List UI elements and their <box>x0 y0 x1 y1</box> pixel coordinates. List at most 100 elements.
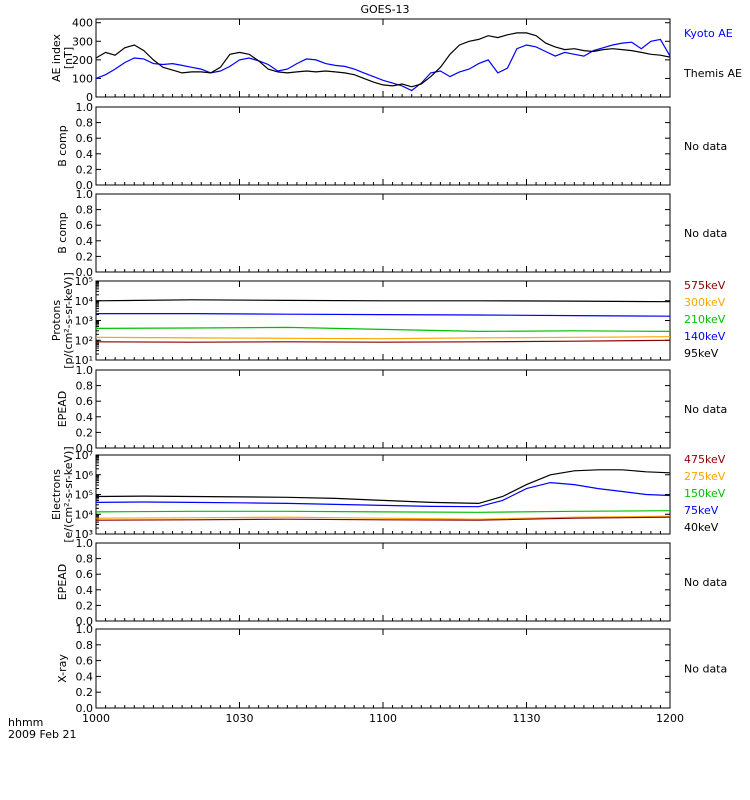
legend-entry: No data <box>684 403 727 416</box>
legend-entry: 140keV <box>684 330 726 343</box>
y-tick-label: 1.0 <box>76 623 94 636</box>
y-tick-label: 0.0 <box>76 615 94 628</box>
y-tick-label: 0 <box>86 91 93 104</box>
y-tick-label: 0.6 <box>76 655 94 668</box>
y-tick-label: 1.0 <box>76 101 94 114</box>
time-unit-label: hhmm <box>8 716 43 729</box>
y-tick-label: 10⁵ <box>75 489 93 502</box>
panel-frame <box>95 106 671 186</box>
y-axis-label: [e/(cm²-s-sr-keV)] <box>62 446 75 542</box>
y-tick-label: 10⁶ <box>75 469 94 482</box>
y-tick-label: 0.0 <box>76 702 94 715</box>
panel-epead2: 0.0 0.2 0.4 0.6 0.8 1.0 EPEAD No data <box>56 537 727 628</box>
y-axis-label: Protons <box>50 300 63 341</box>
y-tick-label: 0.0 <box>76 442 94 455</box>
series-line-140kev <box>96 313 671 317</box>
y-tick-label: 10⁴ <box>75 508 94 521</box>
y-tick-label: 0.8 <box>76 380 94 393</box>
y-tick-label: 10⁷ <box>75 449 93 462</box>
legend-entry: 40keV <box>684 521 719 534</box>
x-tick-label: 1130 <box>513 712 541 725</box>
panels: 0 100 200 300 400 AE index [nT] Kyoto AE Themis … <box>50 17 742 715</box>
y-tick-label: 100 <box>72 72 93 85</box>
legend-entry: 300keV <box>684 296 726 309</box>
legend-entry: 475keV <box>684 453 726 466</box>
y-axis-label: EPEAD <box>56 564 69 601</box>
y-tick-label: 0.2 <box>76 426 94 439</box>
panel-frame <box>95 628 671 709</box>
y-tick-label: 0.8 <box>76 553 94 566</box>
panel-frame <box>95 369 671 449</box>
y-tick-label: 0.8 <box>76 117 94 130</box>
plot-title: GOES-13 <box>360 3 409 16</box>
series-line-150kev <box>95 510 671 513</box>
panel-frame <box>95 193 671 273</box>
y-tick-label: 10¹ <box>75 354 93 367</box>
y-tick-label: 0.2 <box>76 686 94 699</box>
y-tick-label: 400 <box>72 17 93 30</box>
legend-entry: 210keV <box>684 313 726 326</box>
y-tick-label: 10⁴ <box>75 295 94 308</box>
legend-entry: No data <box>684 576 727 589</box>
y-tick-label: 0.8 <box>76 639 94 652</box>
series-line-475kev <box>95 516 671 521</box>
y-axis-label: B comp <box>56 125 69 167</box>
y-tick-label: 10² <box>75 334 93 347</box>
legend-entry: 150keV <box>684 487 726 500</box>
panel-electrons: 10³ 10⁴ 10⁵ 10⁶ 10⁷ Electrons [e/(cm²-s-sr-keV… <box>50 446 726 542</box>
legend-entry: 75keV <box>684 504 719 517</box>
x-axis: 1000 1030 1100 1130 1200 <box>82 712 684 725</box>
x-tick-label: 1000 <box>82 712 110 725</box>
y-tick-label: 1.0 <box>76 364 94 377</box>
legend-entry: 575keV <box>684 279 726 292</box>
x-tick-label: 1030 <box>226 712 254 725</box>
series-line-275kev <box>95 515 671 520</box>
y-axis-label: EPEAD <box>56 391 69 428</box>
series-line-210kev <box>95 326 671 333</box>
series-line-95kev <box>95 299 671 303</box>
y-tick-label: 200 <box>72 54 93 67</box>
y-tick-label: 0.2 <box>76 163 94 176</box>
y-axis-label: AE index <box>50 33 63 82</box>
y-tick-label: 0.6 <box>76 132 94 145</box>
y-tick-label: 0.4 <box>76 670 94 683</box>
y-tick-label: 0.2 <box>76 250 94 263</box>
panel-epead1: 0.0 0.2 0.4 0.6 0.8 1.0 EPEAD No data <box>56 364 727 455</box>
series-line-themis-ae <box>95 32 671 88</box>
legend-entry: No data <box>684 663 727 676</box>
series-line-75kev <box>95 481 671 508</box>
y-axis-label: B comp <box>56 212 69 254</box>
panel-frame <box>95 280 671 361</box>
series-line-300kev <box>95 336 671 340</box>
y-tick-label: 0.4 <box>76 411 94 424</box>
series-line-575kev <box>95 339 671 343</box>
x-tick-label: 1100 <box>369 712 397 725</box>
panel-frame <box>95 542 671 622</box>
legend-entry: 275keV <box>684 470 726 483</box>
y-axis-label: [nT] <box>62 47 75 69</box>
panel-frame <box>95 454 671 535</box>
panel-b1: 0.0 0.2 0.4 0.6 0.8 1.0 B comp No data <box>56 101 727 192</box>
y-tick-label: 0.4 <box>76 148 94 161</box>
panel-xray: 0.0 0.2 0.4 0.6 0.8 1.0 X-ray No data <box>56 623 727 715</box>
y-tick-label: 0.6 <box>76 395 94 408</box>
y-tick-label: 0.6 <box>76 568 94 581</box>
y-tick-label: 0.4 <box>76 584 94 597</box>
date-label: 2009 Feb 21 <box>8 728 76 741</box>
legend-entry: Kyoto AE <box>684 27 733 40</box>
series-line-kyoto-ae <box>95 38 671 92</box>
legend-entry: Themis AE <box>683 67 742 80</box>
panel-protons: 10¹ 10² 10³ 10⁴ 10⁵ Protons [p/(cm²-s-sr-keV)]… <box>50 272 726 369</box>
legend-entry: No data <box>684 140 727 153</box>
y-tick-label: 1.0 <box>76 188 94 201</box>
y-tick-label: 0.8 <box>76 204 94 217</box>
y-tick-label: 300 <box>72 35 93 48</box>
y-axis-label: Electrons <box>50 469 63 520</box>
y-axis-label: [p/(cm²-s-sr-keV)] <box>62 272 75 369</box>
y-tick-label: 0.6 <box>76 219 94 232</box>
y-tick-label: 0.0 <box>76 266 94 279</box>
panel-ae: 0 100 200 300 400 AE index [nT] Kyoto AE Themis … <box>50 17 742 104</box>
y-tick-label: 10³ <box>75 528 93 541</box>
y-axis-label: X-ray <box>56 654 69 683</box>
